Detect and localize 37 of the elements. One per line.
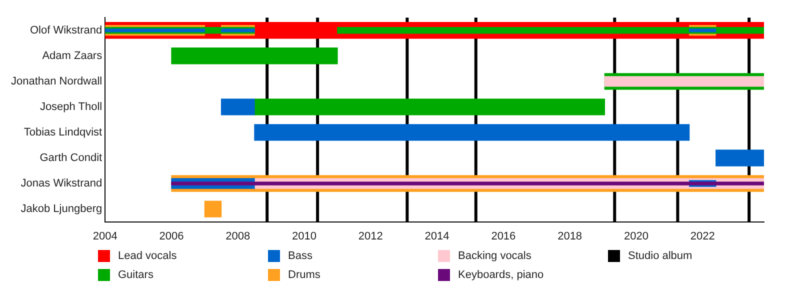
- legend-label: Studio album: [628, 250, 692, 262]
- legend-label: Bass: [288, 250, 312, 262]
- y-tick-label: Adam Zaars: [42, 50, 103, 62]
- y-tick-label: Tobias Lindqvist: [24, 126, 102, 138]
- bar: [604, 76, 764, 87]
- x-tick-label: 2010: [292, 230, 317, 242]
- legend-label: Keyboards, piano: [458, 268, 544, 280]
- legend-label: Lead vocals: [118, 250, 177, 262]
- y-tick-label: Jonas Wikstrand: [20, 178, 102, 190]
- x-tick-label: 2006: [159, 230, 184, 242]
- x-tick-label: 2014: [424, 230, 450, 242]
- bar: [171, 48, 338, 64]
- bar: [220, 98, 255, 116]
- legend-label: Drums: [288, 268, 320, 280]
- legend-label: Guitars: [118, 268, 154, 280]
- legend-label: Backing vocals: [458, 250, 532, 262]
- x-tick-label: 2008: [226, 230, 250, 242]
- bar: [171, 182, 764, 186]
- y-tick-label: Garth Condit: [40, 152, 102, 164]
- bar: [220, 28, 255, 32]
- bar: [254, 124, 690, 141]
- bar: [204, 200, 222, 218]
- x-tick-label: 2018: [558, 230, 582, 242]
- x-tick-label: 2022: [690, 230, 715, 242]
- bar: [716, 150, 764, 166]
- y-tick-label: Jakob Ljungberg: [20, 203, 102, 216]
- bar: [337, 27, 764, 34]
- bar: [688, 28, 716, 32]
- y-tick-label: Olof Wikstrand: [30, 24, 102, 36]
- x-tick-label: 2012: [358, 230, 383, 242]
- y-tick-label: Jonathan Nordwall: [10, 75, 102, 88]
- bar: [105, 28, 206, 32]
- x-tick-label: 2016: [491, 230, 516, 242]
- x-tick-label: 2020: [624, 230, 648, 242]
- y-tick-label: Joseph Tholl: [40, 100, 102, 113]
- x-tick-label: 2004: [92, 230, 118, 242]
- bar: [254, 98, 605, 116]
